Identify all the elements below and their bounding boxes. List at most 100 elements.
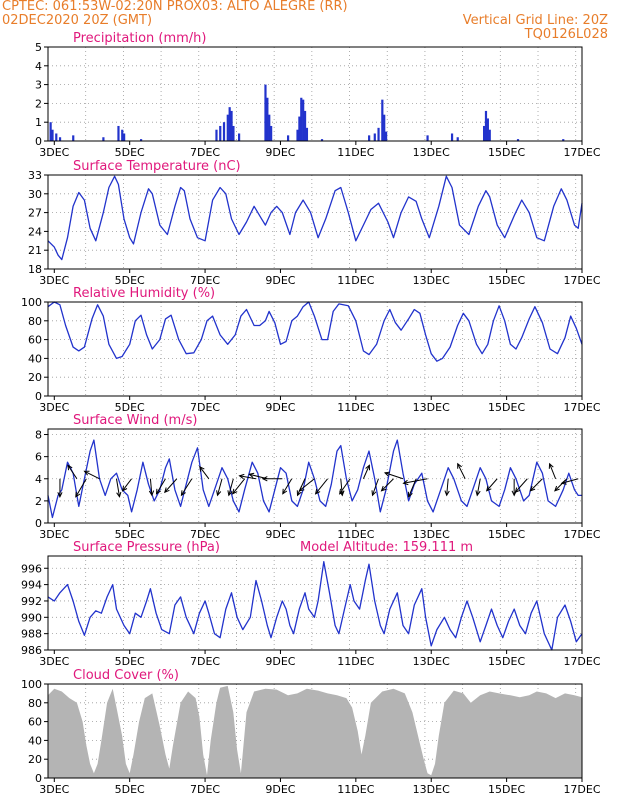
temp-ytick-label: 27: [28, 207, 42, 220]
wind-vector-head: [199, 465, 205, 472]
precip-bar: [303, 110, 307, 141]
precip-xtick-label: 11DEC: [337, 146, 374, 159]
precip-bar: [562, 139, 565, 141]
wind-title: Surface Wind (m/s): [73, 413, 197, 428]
header-datetime: 02DEC2020 20Z (GMT): [2, 13, 153, 28]
precip-bar: [373, 133, 376, 141]
rh-ytick-label: 100: [21, 296, 42, 309]
wind-vector: [299, 478, 315, 492]
cloud-xtick-label: 7DEC: [190, 783, 220, 796]
precip-bar: [121, 129, 124, 141]
wind-vector: [232, 478, 246, 495]
pressure-frame: [47, 555, 583, 651]
precip-bar: [381, 99, 384, 141]
precip-bar: [228, 107, 231, 141]
wind-vector: [239, 475, 257, 480]
precip-bar: [219, 125, 222, 141]
wind-vector-head: [231, 488, 238, 495]
precip-bar: [384, 131, 388, 141]
wind-vector-head: [116, 491, 122, 498]
temp-xtick-label: 3DEC: [39, 274, 69, 287]
wind-xtick-label: 9DEC: [265, 528, 295, 541]
precip-bar: [123, 133, 126, 141]
temp-xtick-label: 17DEC: [563, 274, 600, 287]
wind-vector: [156, 478, 166, 495]
wind-vector: [457, 463, 466, 479]
cloud-frame: [47, 683, 583, 779]
precip-bar: [49, 122, 52, 141]
precip-bar: [426, 135, 429, 141]
precip-xtick-label: 5DEC: [115, 146, 145, 159]
rh-xtick-label: 3DEC: [39, 401, 69, 414]
rh-xtick-label: 9DEC: [265, 401, 295, 414]
precip-bar: [298, 116, 301, 141]
wind-vector: [122, 478, 132, 492]
wind-panel: [44, 428, 583, 527]
wind-vector: [561, 478, 579, 484]
wind-vector: [67, 464, 78, 480]
precip-bar: [456, 137, 459, 141]
temp-xtick-label: 11DEC: [337, 274, 374, 287]
precip-xtick-label: 13DEC: [413, 146, 450, 159]
wind-vector: [476, 478, 481, 496]
wind-vector-head: [383, 471, 390, 477]
wind-vector-head: [548, 462, 554, 469]
wind-vector: [149, 478, 153, 496]
wind-ytick-label: 4: [35, 473, 42, 486]
cloud-ytick-label: 20: [28, 753, 42, 766]
wind-vector: [199, 466, 210, 480]
wind-vector-head: [296, 490, 302, 497]
header-station: CPTEC: 061:53W-02:20N PROX03: ALTO ALEGR…: [2, 0, 348, 14]
wind-vector: [381, 478, 394, 492]
cloud-xtick-label: 9DEC: [265, 783, 295, 796]
wind-vector: [530, 478, 543, 492]
cloud-xtick-label: 11DEC: [337, 783, 374, 796]
rh-ytick-label: 80: [28, 315, 42, 328]
wind-vector-head: [365, 464, 370, 471]
cloud-title: Cloud Cover (%): [73, 668, 179, 683]
rh-frame: [47, 301, 583, 397]
precip-bar: [102, 137, 105, 141]
wind-xtick-label: 3DEC: [39, 528, 69, 541]
wind-vector: [315, 478, 328, 495]
rh-ytick-label: 0: [35, 390, 42, 403]
cloud-xtick-label: 5DEC: [115, 783, 145, 796]
precip-bar: [72, 135, 75, 141]
temp-xtick-label: 7DEC: [190, 274, 220, 287]
precip-bar: [296, 129, 299, 141]
temp-ytick-label: 24: [28, 225, 42, 238]
precip-bar: [484, 110, 488, 141]
cloud-xtick-label: 3DEC: [39, 783, 69, 796]
wind-vector-head: [485, 485, 492, 492]
precip-ytick-label: 5: [35, 41, 42, 54]
precip-bar: [139, 139, 143, 141]
precip-bar: [486, 118, 489, 141]
temp-ytick-label: 18: [28, 263, 42, 276]
wind-vector: [486, 478, 498, 492]
precip-bar: [286, 135, 290, 141]
precip-bar: [222, 122, 226, 141]
rh-xtick-label: 13DEC: [413, 401, 450, 414]
precip-bar: [55, 133, 58, 141]
pressure-ytick-label: 990: [21, 611, 42, 624]
precip-bar: [368, 135, 371, 141]
rh-panel: [44, 301, 583, 400]
wind-vector: [84, 470, 100, 480]
precip-bar: [302, 99, 305, 141]
precip-panel: [44, 46, 583, 145]
wind-vector: [384, 472, 404, 480]
wind-vector-head: [227, 490, 233, 497]
wind-vector-head: [560, 479, 567, 485]
cloud-ytick-label: 100: [21, 678, 42, 691]
temp-ytick-label: 30: [28, 188, 42, 201]
precip-bar: [383, 114, 386, 141]
pressure-xtick-label: 7DEC: [190, 655, 220, 668]
rh-line: [47, 301, 583, 362]
precip-xtick-label: 9DEC: [265, 146, 295, 159]
pressure-xtick-label: 3DEC: [39, 655, 69, 668]
pressure-ytick-label: 986: [21, 644, 42, 657]
cloud-ytick-label: 80: [28, 697, 42, 710]
wind-vector-head: [75, 491, 81, 498]
precip-bar: [488, 129, 491, 141]
wind-vector-head: [554, 485, 560, 492]
